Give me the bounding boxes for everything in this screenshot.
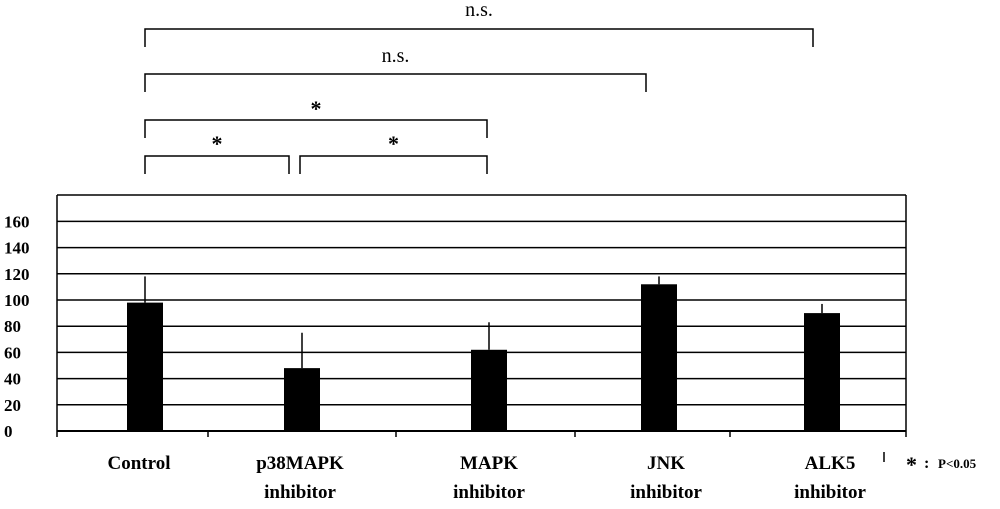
legend-text: P<0.05	[938, 456, 977, 471]
x-category-label-1: p38MAPK inhibitor	[256, 453, 344, 503]
bracket-4	[299, 155, 488, 174]
y-tick-label-80: 80	[4, 317, 21, 336]
y-tick-label-0: 0	[4, 422, 13, 441]
x-category-label-line: inhibitor	[630, 482, 702, 503]
y-tick-label-20: 20	[4, 396, 21, 415]
x-category-label-line: JNK	[647, 453, 685, 474]
bracket-label-4: *	[388, 131, 399, 156]
y-axis-tick-labels: 0 20 40 60 80 100 120 140 160	[4, 212, 30, 441]
bracket-label-2: *	[311, 96, 322, 121]
legend-separator: :	[924, 455, 929, 472]
x-category-label-0: Control	[108, 453, 171, 474]
bracket-3	[144, 155, 290, 174]
x-category-label-line: p38MAPK	[256, 453, 344, 474]
y-tick-label-60: 60	[4, 343, 21, 362]
y-tick-label-100: 100	[4, 291, 30, 310]
y-tick-label-160: 160	[4, 212, 30, 231]
bracket-1	[144, 73, 647, 92]
bar-0	[127, 302, 163, 431]
x-category-label-3: JNK inhibitor	[630, 453, 702, 503]
bar-4	[804, 313, 840, 431]
x-category-label-line: Control	[108, 453, 171, 474]
x-category-label-4: ALK5 inhibitor	[794, 453, 866, 503]
x-category-label-line: MAPK	[460, 453, 518, 474]
y-tick-label-140: 140	[4, 239, 30, 258]
x-category-label-line: inhibitor	[794, 482, 866, 503]
significance-brackets: n.s. n.s. * * *	[144, 0, 814, 174]
bar-1	[284, 368, 320, 431]
legend-symbol: *	[906, 452, 917, 477]
bracket-label-0: n.s.	[465, 0, 493, 21]
bar-3	[641, 284, 677, 431]
error-bars-group	[144, 276, 823, 369]
x-category-label-2: MAPK inhibitor	[453, 453, 525, 503]
bracket-label-1: n.s.	[382, 45, 410, 67]
y-tick-label-40: 40	[4, 370, 21, 389]
bars-group	[127, 284, 840, 431]
x-category-label-line: inhibitor	[264, 482, 336, 503]
significance-legend: *: P<0.05	[883, 452, 977, 477]
bracket-label-3: *	[212, 131, 223, 156]
y-tick-label-120: 120	[4, 265, 30, 284]
x-category-label-line: inhibitor	[453, 482, 525, 503]
x-axis-category-labels: Control p38MAPK inhibitor MAPK inhibitor JNK i…	[108, 453, 867, 503]
bracket-2	[144, 119, 488, 138]
bracket-0	[144, 28, 814, 47]
x-category-label-line: ALK5	[805, 453, 856, 474]
bar-2	[471, 349, 507, 431]
